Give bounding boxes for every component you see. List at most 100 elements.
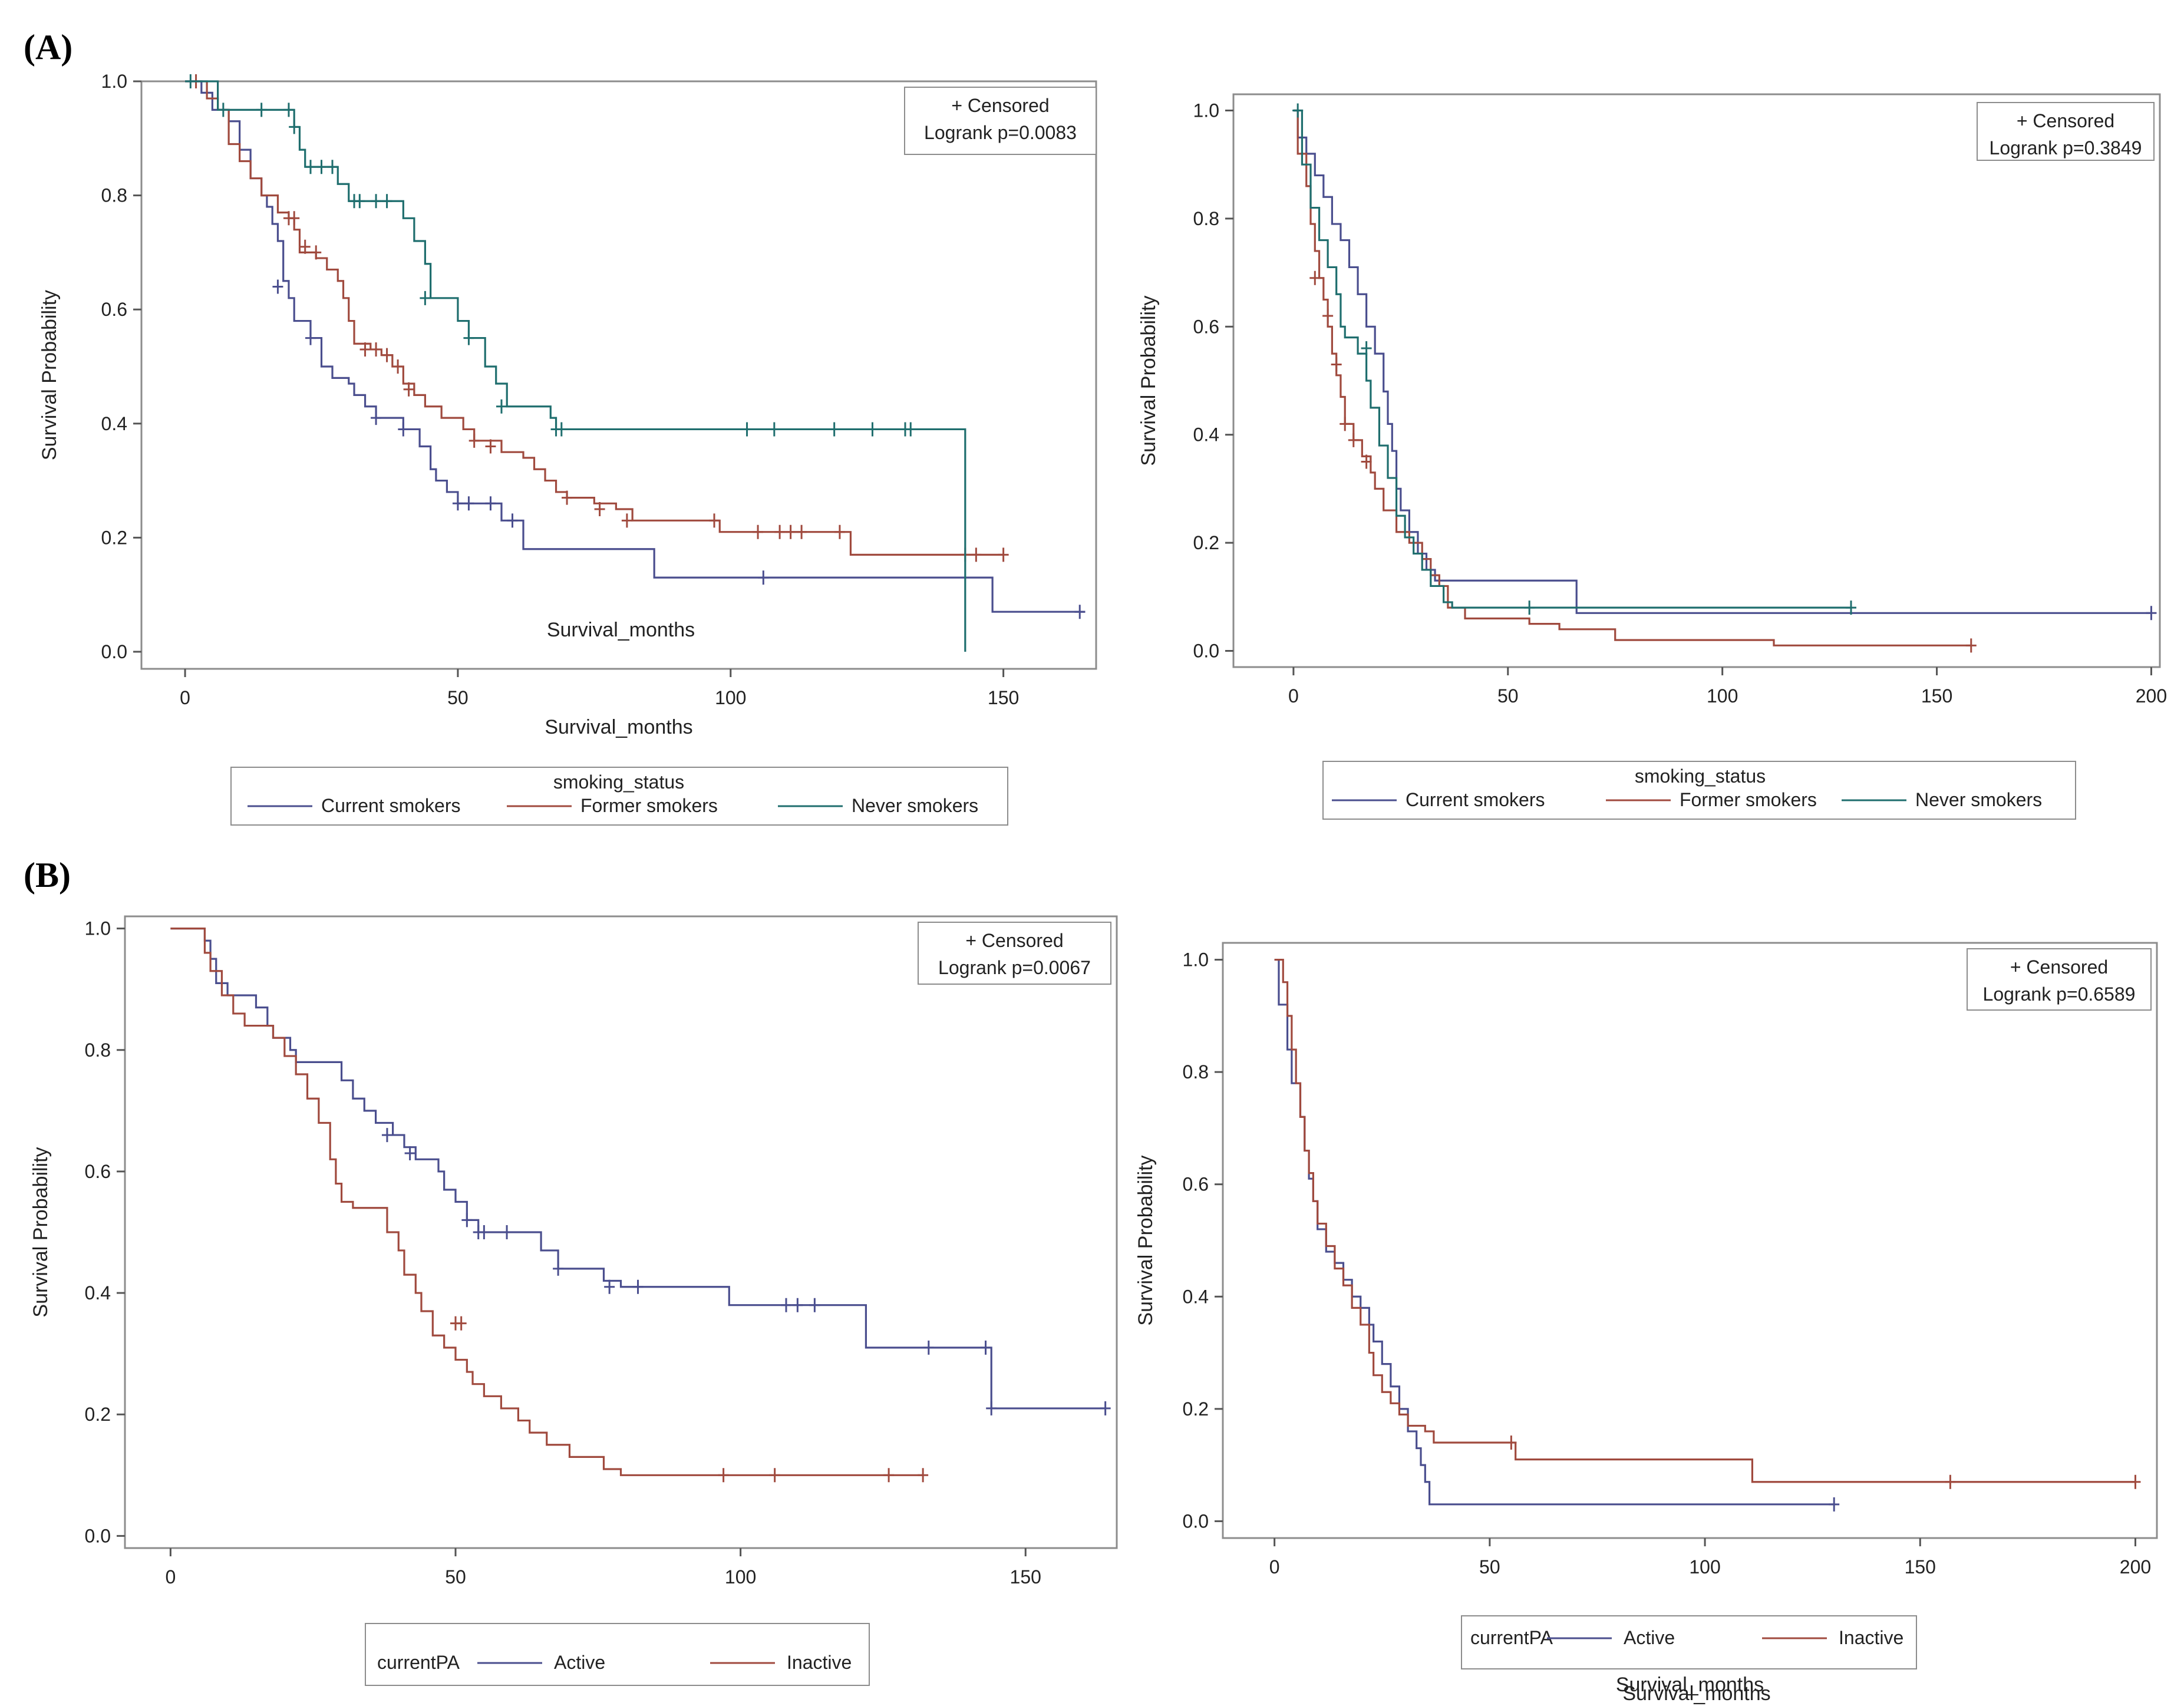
y-tick-label: 1.0 (101, 71, 127, 92)
censor-mark (741, 422, 753, 437)
censor-mark (354, 194, 365, 209)
x-tick-label: 100 (715, 687, 746, 708)
censor-mark (918, 1468, 929, 1483)
censor-mark (398, 422, 409, 437)
censor-mark (299, 239, 311, 254)
x-tick-label: 0 (180, 687, 190, 708)
legend-label: Inactive (1839, 1627, 1903, 1648)
plot-frame (1232, 93, 2161, 668)
censor-mark (923, 1340, 934, 1355)
censor-mark (758, 570, 769, 585)
censor-mark (456, 1316, 467, 1331)
y-tick-label: 0.8 (1193, 208, 1219, 229)
y-axis-title: Survival Probability (29, 1147, 52, 1317)
censor-mark (507, 513, 518, 528)
censor-mark (632, 1279, 644, 1294)
x-tick-label: 200 (2120, 1556, 2151, 1578)
censor-mark (305, 160, 316, 174)
censored-note: + Censored (951, 95, 1049, 116)
logrank-p: Logrank p=0.3849 (1990, 137, 2142, 159)
censored-note: + Censored (2017, 110, 2114, 131)
censor-mark (469, 433, 480, 448)
censor-mark (867, 422, 878, 437)
x-tick-label: 150 (1010, 1566, 1041, 1588)
censor-mark (371, 411, 382, 425)
legend-label: Current smokers (1406, 789, 1545, 810)
logrank-p: Logrank p=0.6589 (1983, 984, 2136, 1005)
censor-mark (753, 524, 764, 539)
censor-mark (769, 1468, 780, 1483)
censor-mark (1829, 1497, 1840, 1512)
censor-mark (403, 382, 414, 397)
km-chart-activity-left: 0.0 0.2 0.4 0.6 0.8 1.0 0 50 100 150 Survival_mont… (29, 619, 1118, 1686)
y-tick-label: 0.8 (85, 1040, 111, 1061)
censor-mark (1945, 1474, 1956, 1489)
censor-mark (420, 291, 431, 305)
x-tick-label: 0 (1269, 1556, 1280, 1578)
logrank-inset (918, 922, 1111, 985)
censor-mark (809, 1298, 820, 1312)
y-tick-label: 1.0 (1183, 949, 1209, 971)
x-tick-label: 0 (1288, 685, 1299, 707)
x-tick-label: 50 (445, 1566, 466, 1588)
censor-mark (485, 439, 496, 454)
legend-box (365, 1623, 870, 1686)
legend-label: Former smokers (1680, 789, 1817, 810)
y-tick-label: 0.4 (1183, 1286, 1209, 1307)
y-tick-label: 1.0 (85, 918, 111, 939)
y-tick-label: 0.0 (85, 1525, 111, 1546)
y-tick-label: 0.4 (1193, 424, 1219, 446)
censor-mark (986, 1401, 997, 1415)
censor-mark (834, 524, 845, 539)
y-tick-label: 0.6 (85, 1161, 111, 1182)
x-axis-title: Survival_months (1616, 1674, 1764, 1696)
x-tick-label: 50 (447, 687, 469, 708)
plot-frame (140, 80, 1097, 670)
censor-mark (1965, 638, 1977, 653)
censor-mark (553, 1261, 564, 1276)
censor-mark (316, 160, 327, 174)
legend-label: Never smokers (1915, 789, 2042, 810)
legend-label: Inactive (787, 1652, 852, 1673)
censor-mark (381, 1128, 392, 1143)
logrank-inset (904, 87, 1097, 155)
y-tick-label: 0.4 (101, 413, 127, 434)
censor-mark (1074, 605, 1086, 619)
plot-frame (1222, 942, 2158, 1539)
legend-title: currentPA (377, 1652, 460, 1673)
censor-mark (604, 1279, 615, 1294)
plot-frame (124, 915, 1118, 1549)
censor-mark (485, 496, 496, 511)
km-chart-smoking-right: 0.0 0.2 0.4 0.6 0.8 1.0 0 50 100 150 200 Survival_m… (1137, 93, 2167, 1705)
censor-mark (311, 245, 322, 260)
censor-mark (905, 422, 916, 437)
x-tick-label: 150 (988, 687, 1019, 708)
legend-label: Active (554, 1652, 605, 1673)
censor-mark (1100, 1401, 1111, 1415)
censor-mark (1524, 600, 1535, 615)
censor-mark (463, 331, 474, 345)
legend-label: Never smokers (852, 795, 978, 816)
panel-label-b: (B) (24, 856, 71, 895)
censor-mark (594, 501, 605, 516)
y-tick-label: 0.2 (101, 527, 127, 548)
censor-mark (2130, 1474, 2141, 1489)
x-tick-label: 100 (725, 1566, 756, 1588)
censor-mark (289, 120, 300, 134)
censor-mark (980, 1340, 991, 1355)
censor-mark (371, 342, 382, 357)
y-tick-label: 0.2 (1183, 1398, 1209, 1420)
legend-title: smoking_status (553, 771, 684, 793)
survival-curve-1 (185, 80, 1004, 556)
legend-label: Active (1624, 1627, 1675, 1648)
censor-mark (796, 524, 807, 539)
censor-mark (718, 1468, 729, 1483)
y-tick-label: 0.6 (101, 299, 127, 320)
y-tick-label: 0.2 (85, 1404, 111, 1425)
censor-mark (185, 74, 196, 88)
censor-mark (1348, 433, 1359, 447)
x-tick-label: 50 (1479, 1556, 1500, 1578)
y-tick-label: 0.2 (1193, 532, 1219, 553)
legend-box (1322, 761, 2076, 820)
